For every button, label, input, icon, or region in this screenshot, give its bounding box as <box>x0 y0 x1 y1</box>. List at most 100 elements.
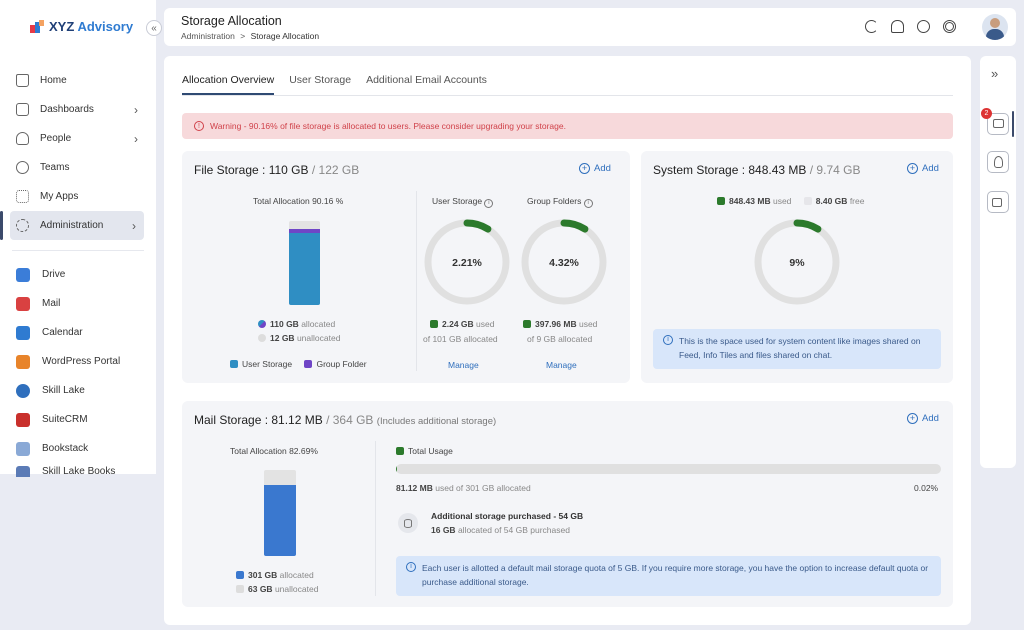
app-item-drive[interactable]: Drive <box>0 260 156 289</box>
sidebar-collapse-button[interactable]: « <box>146 20 162 36</box>
group-folders-manage-link[interactable]: Manage <box>546 360 577 370</box>
breadcrumb-separator: > <box>240 31 246 41</box>
wordpress-icon <box>16 354 30 369</box>
system-storage-panel: System Storage : 848.43 MB / 9.74 GB + A… <box>641 151 953 383</box>
team-icon <box>16 161 29 174</box>
home-icon <box>16 74 29 87</box>
mail-storage-title: Mail Storage : 81.12 MB / 364 GB (Includ… <box>194 413 497 427</box>
main-content: Allocation Overview User Storage Additio… <box>164 56 971 625</box>
app-item-wordpress[interactable]: WordPress Portal <box>0 347 156 376</box>
system-storage-ring-progress <box>754 219 840 305</box>
group-folders-allocated: of 9 GB allocated <box>527 334 593 344</box>
app-label: SuiteCRM <box>42 414 88 425</box>
storage-warning-banner: ! Warning - 90.16% of file storage is al… <box>182 113 953 139</box>
right-rail: » 2 <box>980 56 1016 468</box>
user-storage-label: User Storage i <box>432 196 494 208</box>
skill-lake-icon <box>16 383 30 398</box>
info-icon[interactable]: i <box>583 199 593 208</box>
chat-button[interactable] <box>987 113 1009 135</box>
info-icon: i <box>663 335 673 345</box>
bell-icon[interactable] <box>891 20 904 33</box>
rail-active-indicator <box>1012 111 1014 137</box>
app-item-calendar[interactable]: Calendar <box>0 318 156 347</box>
app-label: Skill Lake <box>42 385 85 396</box>
user-storage-legend-swatch <box>230 360 238 368</box>
mail-usage-progress-fill <box>396 464 398 474</box>
system-storage-add-button[interactable]: + Add <box>907 163 939 174</box>
allocated-swatch <box>236 571 244 579</box>
system-storage-info: i This is the space used for system cont… <box>653 329 941 369</box>
allocated-swatch <box>258 320 266 328</box>
user-avatar[interactable] <box>982 14 1008 40</box>
mail-storage-add-button[interactable]: + Add <box>907 413 939 424</box>
dashboard-icon <box>16 103 29 116</box>
moon-icon[interactable] <box>865 20 878 33</box>
file-storage-panel: File Storage : 110 GB / 122 GB + Add Tot… <box>182 151 630 383</box>
nav-divider <box>12 250 144 251</box>
used-swatch <box>717 197 725 205</box>
file-storage-add-button[interactable]: + Add <box>579 163 611 174</box>
breadcrumb: Administration > Storage Allocation <box>181 31 319 41</box>
notification-badge: 2 <box>981 108 992 119</box>
video-call-button[interactable] <box>987 191 1009 213</box>
app-label: Bookstack <box>42 443 89 454</box>
tab-user-storage[interactable]: User Storage <box>289 74 352 86</box>
nav-label: People <box>40 133 72 144</box>
total-usage-label: Total Usage <box>396 446 453 456</box>
info-icon[interactable]: i <box>484 199 494 208</box>
sidebar: XYZ Advisory Home Dashboards › People › … <box>0 0 156 477</box>
mail-allocated-row: 301 GB allocated <box>236 570 314 580</box>
app-label: Mail <box>42 298 61 309</box>
drive-icon <box>16 267 30 282</box>
breadcrumb-parent[interactable]: Administration <box>181 31 235 41</box>
group-folder-legend-swatch <box>304 360 313 368</box>
mail-storage-panel: Mail Storage : 81.12 MB / 364 GB (Includ… <box>182 401 953 607</box>
rail-expand-button[interactable]: » <box>991 66 999 81</box>
app-label: WordPress Portal <box>42 356 121 367</box>
nav-item-administration[interactable]: Administration › <box>0 211 144 240</box>
nav-item-home[interactable]: Home <box>0 66 156 95</box>
nav-item-my-apps[interactable]: My Apps <box>0 182 156 211</box>
file-allocation-label: Total Allocation 90.16 % <box>253 196 344 206</box>
contacts-icon <box>994 156 1003 168</box>
additional-storage-title: Additional storage purchased - 54 GB <box>431 511 584 521</box>
app-item-mail[interactable]: Mail <box>0 289 156 318</box>
app-item-bookstack[interactable]: Bookstack <box>0 434 156 463</box>
nav-item-dashboards[interactable]: Dashboards › <box>0 95 156 124</box>
group-folders-ring-progress <box>521 219 607 305</box>
help-icon[interactable] <box>917 20 930 33</box>
tab-allocation-overview[interactable]: Allocation Overview <box>182 74 275 95</box>
app-label: Skill Lake Books <box>42 466 116 477</box>
nav-item-teams[interactable]: Teams <box>0 153 156 182</box>
nav-item-people[interactable]: People › <box>0 124 156 153</box>
chevron-right-icon: › <box>134 102 138 117</box>
app-item-skill-lake[interactable]: Skill Lake <box>0 376 156 405</box>
system-usage-legend: 848.43 MB used 8.40 GB free <box>717 196 864 206</box>
app-item-suitecrm[interactable]: SuiteCRM <box>0 405 156 434</box>
file-storage-title: File Storage : 110 GB / 122 GB <box>194 163 360 177</box>
globe-icon[interactable] <box>943 20 956 33</box>
apps-grid-icon <box>16 190 29 203</box>
calendar-icon <box>16 325 30 340</box>
add-circle-icon: + <box>907 163 918 174</box>
app-item-skill-lake-books[interactable]: Skill Lake Books <box>0 463 156 477</box>
breadcrumb-current: Storage Allocation <box>250 31 320 41</box>
warning-text: Warning - 90.16% of file storage is allo… <box>210 121 566 131</box>
contacts-button[interactable] <box>987 151 1009 173</box>
brand-logo[interactable]: XYZ Advisory <box>30 19 133 34</box>
user-storage-manage-link[interactable]: Manage <box>448 360 479 370</box>
used-swatch <box>523 320 531 328</box>
video-camera-icon <box>992 198 1002 207</box>
mail-allocated-fill <box>264 484 296 556</box>
gear-icon <box>16 219 29 232</box>
tab-additional-email-accounts[interactable]: Additional Email Accounts <box>366 74 487 86</box>
info-icon: i <box>406 562 416 572</box>
mail-usage-text: 81.12 MB used of 301 GB allocated <box>396 483 531 493</box>
mail-allocation-label: Total Allocation 82.69% <box>230 446 318 456</box>
mail-storage-info: i Each user is allotted a default mail s… <box>396 556 941 596</box>
mail-panel-divider <box>375 441 376 596</box>
file-allocated-row: 110 GB allocated <box>258 319 335 329</box>
logo-mark-icon <box>30 19 44 34</box>
group-folders-used: 397.96 MB used <box>523 319 597 329</box>
file-legend: User Storage Group Folder <box>230 359 367 369</box>
